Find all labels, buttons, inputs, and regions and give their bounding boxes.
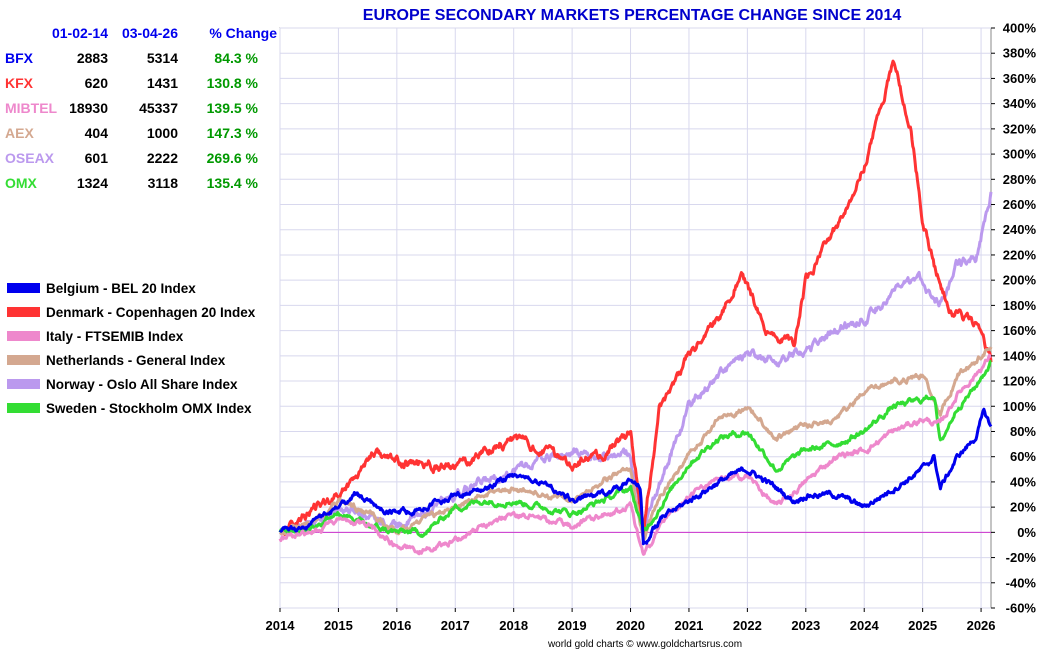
x-tick-label: 2016	[382, 618, 411, 633]
chart-title: EUROPE SECONDARY MARKETS PERCENTAGE CHAN…	[363, 7, 902, 24]
legend-label: Sweden - Stockholm OMX Index	[46, 401, 252, 416]
table-row-code: AEX	[5, 125, 34, 141]
table-row-start: 1324	[77, 175, 108, 191]
legend-swatch	[7, 379, 40, 389]
x-tick-label: 2021	[674, 618, 703, 633]
table-row-start: 404	[85, 125, 109, 141]
y-tick-label: 360%	[1003, 71, 1037, 86]
y-tick-label: 160%	[1003, 323, 1037, 338]
legend-label: Belgium - BEL 20 Index	[46, 281, 196, 296]
axes: 400% 380% 360% 340% 320% 300% 280% 260% 240% 220%…	[266, 21, 1037, 634]
y-tick-label: 140%	[1003, 348, 1037, 363]
legend-swatch	[7, 283, 40, 293]
y-tick-label: 400%	[1003, 21, 1037, 36]
summary-table: 01-02-14 03-04-26 % Change BFX 2883 5314 84.3 …	[5, 25, 277, 191]
y-tick-label: 100%	[1003, 399, 1037, 414]
series-line	[278, 407, 993, 546]
x-tick-label: 2024	[850, 618, 880, 633]
y-tick-label: 80%	[1010, 424, 1036, 439]
legend-label: Denmark - Copenhagen 20 Index	[46, 305, 256, 320]
x-tick-label: 2026	[967, 618, 996, 633]
table-row-code: BFX	[5, 50, 34, 66]
y-tick-label: 200%	[1003, 273, 1037, 288]
table-row-start: 18930	[69, 100, 108, 116]
y-tick-label: 20%	[1010, 500, 1036, 515]
y-tick-label: 260%	[1003, 197, 1037, 212]
legend-swatch	[7, 331, 40, 341]
legend-swatch	[7, 355, 40, 365]
table-header: % Change	[209, 25, 277, 41]
y-tick-label: 240%	[1003, 222, 1037, 237]
series-line	[278, 353, 992, 556]
x-tick-label: 2023	[791, 618, 820, 633]
table-row-change: 84.3 %	[214, 50, 258, 66]
x-tick-label: 2022	[733, 618, 762, 633]
table-row-change: 147.3 %	[207, 125, 259, 141]
y-tick-label: 0%	[1017, 525, 1036, 540]
table-row-end: 2222	[147, 150, 178, 166]
y-tick-label: 280%	[1003, 172, 1037, 187]
y-tick-label: -60%	[1006, 601, 1037, 616]
legend-label: Norway - Oslo All Share Index	[46, 377, 238, 392]
chart-footer: world gold charts © www.goldchartsrus.co…	[547, 639, 742, 650]
x-tick-label: 2025	[908, 618, 937, 633]
legend: Belgium - BEL 20 Index Denmark - Copenhag…	[7, 281, 256, 416]
series-line	[279, 59, 993, 536]
table-row-start: 620	[85, 75, 109, 91]
table-row-code: KFX	[5, 75, 34, 91]
table-row-change: 269.6 %	[207, 150, 259, 166]
legend-swatch	[7, 307, 40, 317]
table-row-end: 5314	[147, 50, 178, 66]
x-tick-label: 2020	[616, 618, 645, 633]
y-tick-label: 60%	[1010, 449, 1036, 464]
table-row-end: 1431	[147, 75, 178, 91]
y-tick-label: 180%	[1003, 298, 1037, 313]
x-tick-label: 2018	[499, 618, 528, 633]
series-lines	[278, 59, 993, 556]
y-tick-label: -40%	[1006, 575, 1037, 590]
table-row-code: MIBTEL	[5, 100, 58, 116]
table-row-change: 139.5 %	[207, 100, 259, 116]
legend-label: Italy - FTSEMIB Index	[46, 329, 184, 344]
legend-swatch	[7, 403, 40, 413]
y-tick-label: 220%	[1003, 247, 1037, 262]
y-tick-label: 120%	[1003, 374, 1037, 389]
x-tick-label: 2017	[441, 618, 470, 633]
y-tick-label: -20%	[1006, 550, 1037, 565]
table-row-change: 135.4 %	[207, 175, 259, 191]
table-row-code: OSEAX	[5, 150, 55, 166]
x-tick-label: 2014	[266, 618, 296, 633]
table-row-change: 130.8 %	[207, 75, 259, 91]
table-header: 01-02-14	[52, 25, 108, 41]
x-tick-label: 2019	[558, 618, 587, 633]
y-tick-label: 300%	[1003, 147, 1037, 162]
table-row-end: 45337	[139, 100, 178, 116]
table-row-end: 1000	[147, 125, 178, 141]
x-tick-label: 2015	[324, 618, 353, 633]
series-line	[278, 360, 992, 538]
y-tick-label: 40%	[1010, 474, 1036, 489]
y-tick-label: 340%	[1003, 96, 1037, 111]
legend-label: Netherlands - General Index	[46, 353, 226, 368]
table-row-code: OMX	[5, 175, 38, 191]
y-tick-label: 320%	[1003, 121, 1037, 136]
table-row-start: 2883	[77, 50, 108, 66]
table-row-end: 3118	[148, 175, 179, 191]
y-tick-label: 380%	[1003, 46, 1037, 61]
table-row-start: 601	[85, 150, 109, 166]
table-header: 03-04-26	[122, 25, 178, 41]
